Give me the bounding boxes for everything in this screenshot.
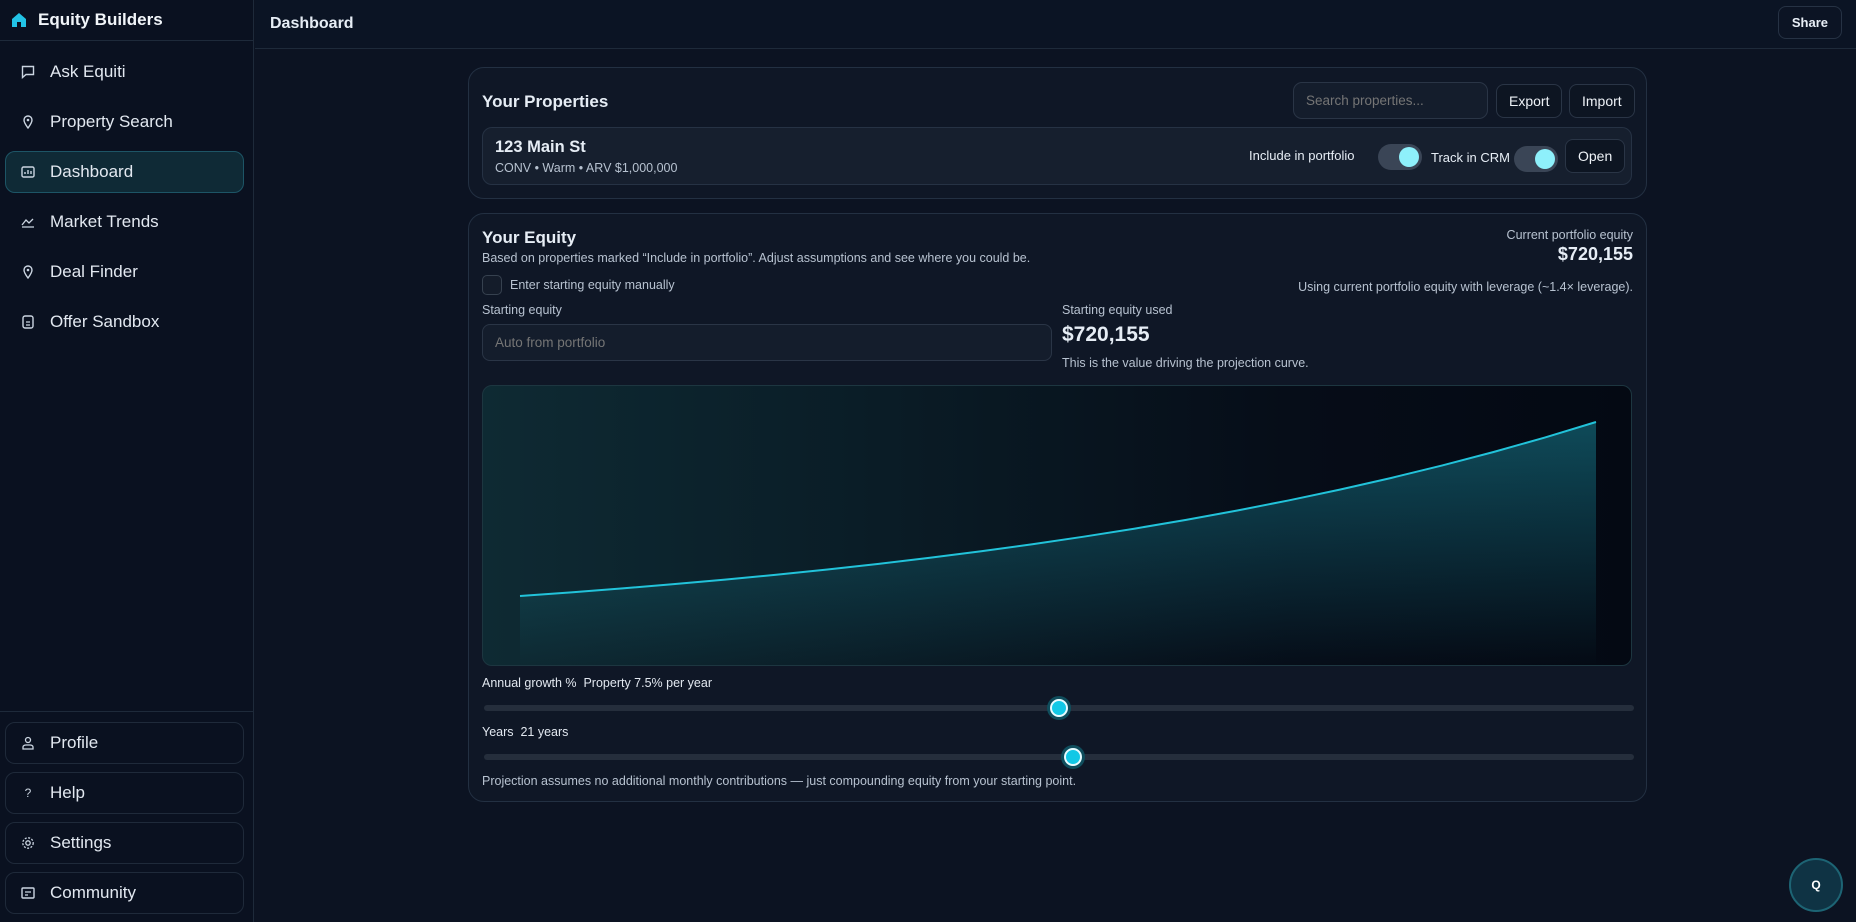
leverage-note: Using current portfolio equity with leve… (1298, 280, 1633, 294)
starting-equity-input[interactable] (482, 324, 1052, 361)
current-equity-label: Current portfolio equity (1506, 228, 1633, 242)
document-icon (20, 314, 36, 330)
sidebar-item-dashboard[interactable]: Dashboard (5, 151, 244, 193)
sidebar-item-label: Offer Sandbox (50, 312, 160, 331)
years-label: Years 21 years (482, 725, 568, 739)
card-icon (20, 885, 36, 901)
search-properties-input[interactable] (1293, 82, 1488, 119)
sidebar-item-label: Help (50, 783, 85, 802)
equity-subtitle: Based on properties marked “Include in p… (482, 251, 1031, 265)
share-button[interactable]: Share (1777, 6, 1842, 39)
growth-label: Annual growth % Property 7.5% per year (482, 676, 712, 690)
sidebar-item-label: Ask Equiti (50, 62, 126, 81)
years-slider[interactable] (484, 748, 1634, 766)
include-in-portfolio-toggle[interactable] (1378, 144, 1422, 170)
projection-line (519, 421, 1597, 597)
equity-used-value: $720,155 (1062, 323, 1150, 346)
years-label-text: Years (482, 725, 514, 739)
sidebar-item-ask-equiti[interactable]: Ask Equiti (5, 51, 244, 93)
top-header: Dashboard Share (255, 0, 1856, 49)
years-slider-thumb[interactable] (1063, 748, 1082, 766)
sidebar-item-label: Profile (50, 733, 99, 752)
properties-card: Your Properties Export Import 123 Main S… (468, 67, 1647, 199)
starting-equity-label: Starting equity (482, 303, 562, 317)
growth-slider-thumb[interactable] (1050, 699, 1068, 717)
sidebar-item-label: Market Trends (50, 212, 159, 231)
years-value: 21 years (520, 725, 569, 739)
home-icon (12, 13, 26, 27)
open-button[interactable]: Open (1565, 139, 1626, 173)
projection-chart-svg (519, 421, 1597, 665)
map-pin-icon (20, 114, 36, 130)
question-icon: ? (24, 786, 32, 800)
import-button[interactable]: Import (1569, 84, 1635, 118)
current-equity-value: $720,155 (1557, 244, 1633, 264)
sidebar-divider (0, 711, 254, 712)
property-row[interactable]: 123 Main St CONV • Warm • ARV $1,000,000… (482, 127, 1632, 185)
gear-icon (20, 835, 36, 851)
sidebar-item-label: Settings (50, 833, 112, 852)
projection-chart (482, 385, 1632, 666)
growth-label-text: Annual growth % (482, 676, 577, 690)
crm-label: Track in CRM (1431, 150, 1510, 165)
sidebar-item-offer-sandbox[interactable]: Offer Sandbox (5, 301, 244, 343)
projection-area (520, 422, 1596, 665)
manual-equity-label: Enter starting equity manually (510, 278, 675, 292)
manual-equity-checkbox[interactable] (482, 275, 502, 295)
sidebar-item-property-search[interactable]: Property Search (5, 101, 244, 143)
trend-icon (20, 214, 36, 230)
equity-used-label: Starting equity used (1062, 303, 1173, 317)
sidebar-item-label: Property Search (50, 112, 173, 131)
property-name: 123 Main St (495, 138, 586, 156)
sidebar-item-help[interactable]: ? Help (5, 772, 244, 814)
properties-title: Your Properties (482, 92, 609, 111)
sidebar-item-deal-finder[interactable]: Deal Finder (5, 251, 244, 293)
assistant-fab-button[interactable]: Q (1789, 858, 1843, 912)
sidebar-item-market-trends[interactable]: Market Trends (5, 201, 244, 243)
map-pin-icon (20, 264, 36, 280)
equity-used-note: This is the value driving the projection… (1062, 356, 1309, 370)
projection-footnote: Projection assumes no additional monthly… (482, 774, 1077, 788)
sidebar: Equity Builders Ask Equiti Property Sear… (0, 0, 254, 922)
property-meta: CONV • Warm • ARV $1,000,000 (495, 161, 678, 175)
sidebar-item-settings[interactable]: Settings (5, 822, 244, 864)
growth-value: Property 7.5% per year (583, 676, 713, 690)
sidebar-item-community[interactable]: Community (5, 872, 244, 914)
brand[interactable]: Equity Builders (0, 0, 253, 41)
sidebar-item-label: Deal Finder (50, 262, 138, 281)
chart-icon (20, 164, 36, 180)
sidebar-item-profile[interactable]: Profile (5, 722, 244, 764)
page-title: Dashboard (270, 15, 354, 32)
user-icon (20, 735, 36, 751)
app-title: Equity Builders (38, 10, 163, 29)
growth-slider[interactable] (484, 699, 1634, 717)
sidebar-item-label: Dashboard (50, 162, 134, 181)
export-button[interactable]: Export (1496, 84, 1563, 118)
include-label: Include in portfolio (1249, 148, 1355, 163)
chat-icon (20, 64, 36, 80)
track-in-crm-toggle[interactable] (1514, 146, 1558, 172)
sidebar-item-label: Community (50, 883, 136, 902)
equity-title: Your Equity (482, 228, 577, 247)
